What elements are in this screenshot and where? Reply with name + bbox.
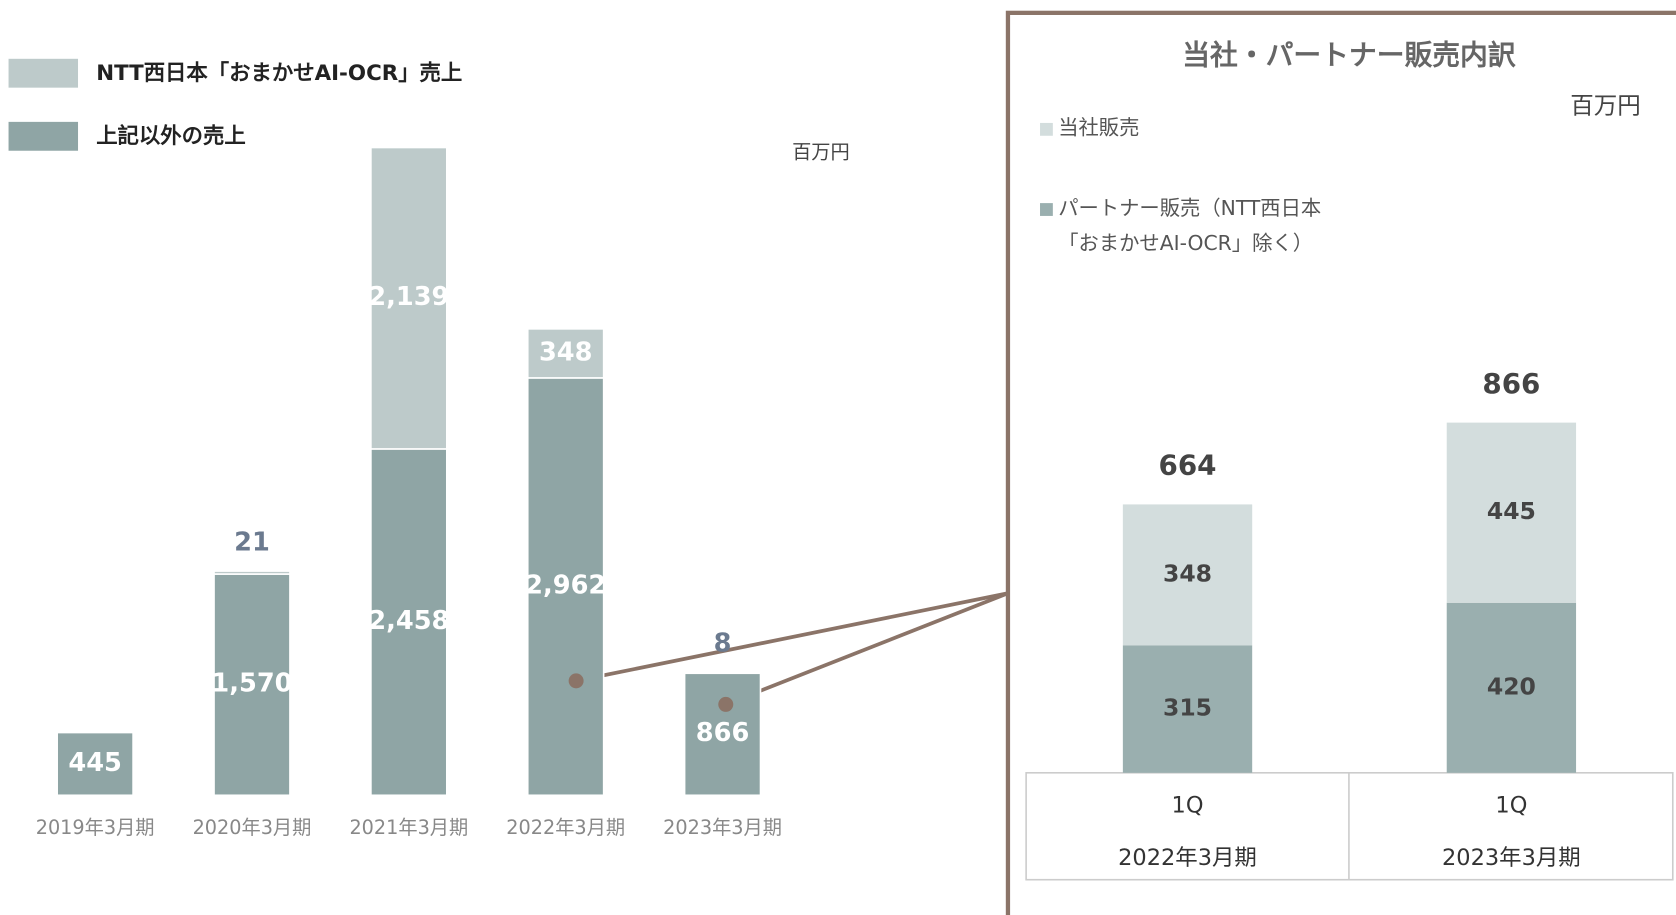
connector-dot <box>568 673 584 689</box>
bar-segment <box>370 448 448 797</box>
bar-segment <box>1446 422 1577 603</box>
bar-segment <box>213 573 291 797</box>
detail-panel <box>1005 10 1676 915</box>
value-label: 445 <box>68 748 122 778</box>
x-tick-label: 2022年3月期 <box>506 816 625 839</box>
total-label: 664 <box>1159 449 1217 482</box>
value-label: 2,139 <box>368 282 449 312</box>
value-label: 315 <box>1163 694 1212 722</box>
legend-swatch <box>1040 203 1053 216</box>
legend-label: 当社販売 <box>1058 116 1140 141</box>
legend-swatch <box>8 121 79 151</box>
legend-label: パートナー販売（NTT西日本「おまかせAI-OCR」除く） <box>1058 196 1322 256</box>
legend-label-box: 当社販売 <box>1058 116 1140 141</box>
x-tick-label: 2023年3月期 <box>663 816 782 839</box>
connector <box>575 591 1009 683</box>
legend-label: NTT西日本「おまかせAI-OCR」売上 <box>96 60 462 86</box>
value-label: 2,962 <box>525 571 606 601</box>
bar-segment <box>526 328 605 379</box>
bar-segment <box>56 731 134 797</box>
legend-label: 上記以外の売上 <box>96 123 246 149</box>
value-label: 348 <box>1163 559 1212 587</box>
bar-segment <box>1446 602 1577 773</box>
bar-segment <box>370 146 448 450</box>
x-tick-label: 2022年3月期 <box>1118 845 1257 871</box>
value-label: 420 <box>1487 672 1536 700</box>
x-tick-label: 2020年3月期 <box>193 816 312 839</box>
unit-label: 百万円 <box>792 140 850 163</box>
legend-swatch <box>8 58 79 88</box>
value-label: 1,570 <box>211 669 292 699</box>
bar-segment <box>1122 645 1253 773</box>
bar-segment <box>1122 504 1253 646</box>
bar-segment <box>213 570 291 575</box>
connector-dot <box>718 696 734 712</box>
x-tick-label: 1Q <box>1172 792 1204 818</box>
value-label: 866 <box>696 718 750 748</box>
detail-chart: 当社・パートナー販売内訳百万円パートナー販売（NTT西日本「おまかせAI-OCR… <box>1025 39 1674 881</box>
value-label: 2,458 <box>368 606 449 636</box>
chart-title: 当社・パートナー販売内訳 <box>1182 39 1516 72</box>
x-tick-label: 2021年3月期 <box>349 816 468 839</box>
legend-label-box: パートナー販売（NTT西日本「おまかせAI-OCR」除く） <box>1058 196 1322 256</box>
value-label: 445 <box>1487 497 1536 525</box>
value-label: 8 <box>714 628 732 658</box>
x-tick-label: 2019年3月期 <box>36 816 155 839</box>
legend-swatch <box>1040 122 1053 136</box>
value-label: 21 <box>234 527 270 557</box>
connector <box>725 591 1009 707</box>
unit-label: 百万円 <box>1570 91 1641 119</box>
dots <box>568 673 734 712</box>
total-label: 866 <box>1482 367 1540 400</box>
x-tick-label: 2023年3月期 <box>1442 845 1581 871</box>
bar-segment <box>683 671 762 675</box>
value-label: 348 <box>539 337 593 367</box>
x-tick-label: 1Q <box>1495 792 1527 818</box>
